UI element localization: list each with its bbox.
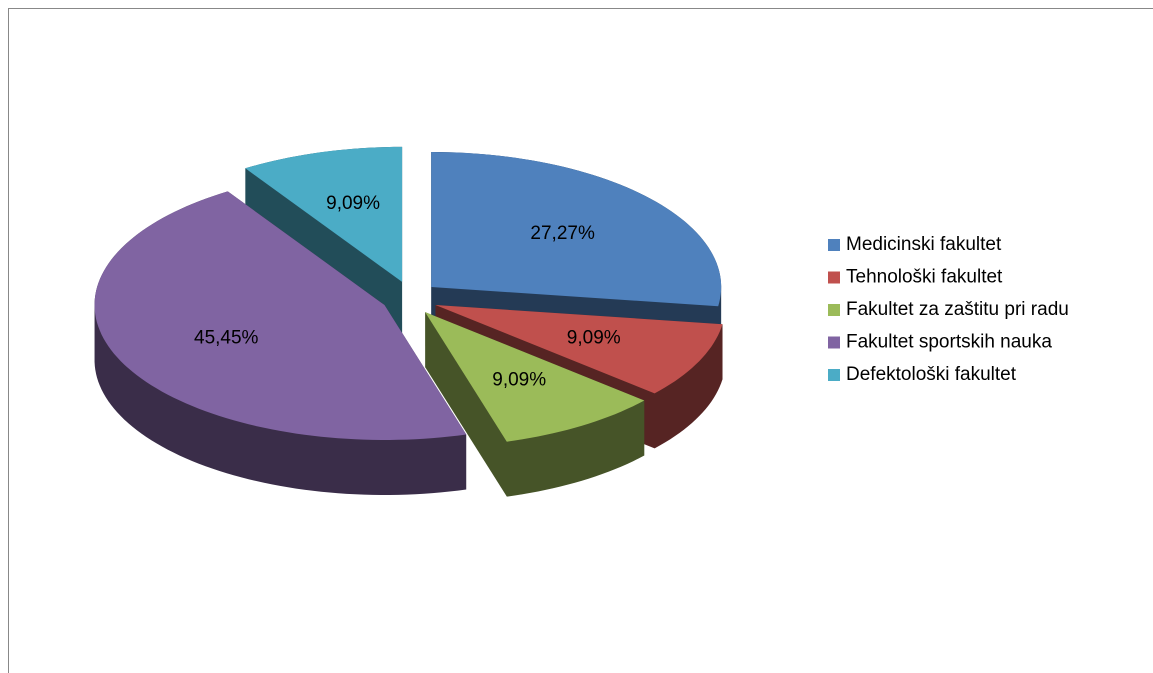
data-label: 9,09% [492, 369, 546, 390]
legend-label: Fakultet za zaštitu pri radu [846, 299, 1069, 320]
slice [94, 191, 467, 440]
legend-swatch [828, 239, 840, 251]
legend-swatch [828, 336, 840, 349]
slice [245, 146, 403, 282]
data-label: 27,27% [530, 223, 595, 244]
data-label: 9,09% [567, 328, 621, 349]
slice [425, 312, 645, 442]
legend-label: Medicinski fakultet [846, 234, 1002, 255]
legend-label: Defektološki fakultet [846, 364, 1017, 385]
legend-label: Tehnološki fakultet [846, 267, 1003, 288]
data-label: 45,45% [194, 328, 259, 349]
data-label: 9,09% [326, 193, 380, 214]
chart-frame [8, 8, 1153, 673]
legend-label: Fakultet sportskih nauka [846, 332, 1052, 353]
legend-swatch [828, 304, 840, 316]
slice [435, 305, 723, 394]
legend-swatch [828, 369, 840, 381]
slice [431, 152, 722, 307]
legend-swatch [828, 271, 840, 284]
